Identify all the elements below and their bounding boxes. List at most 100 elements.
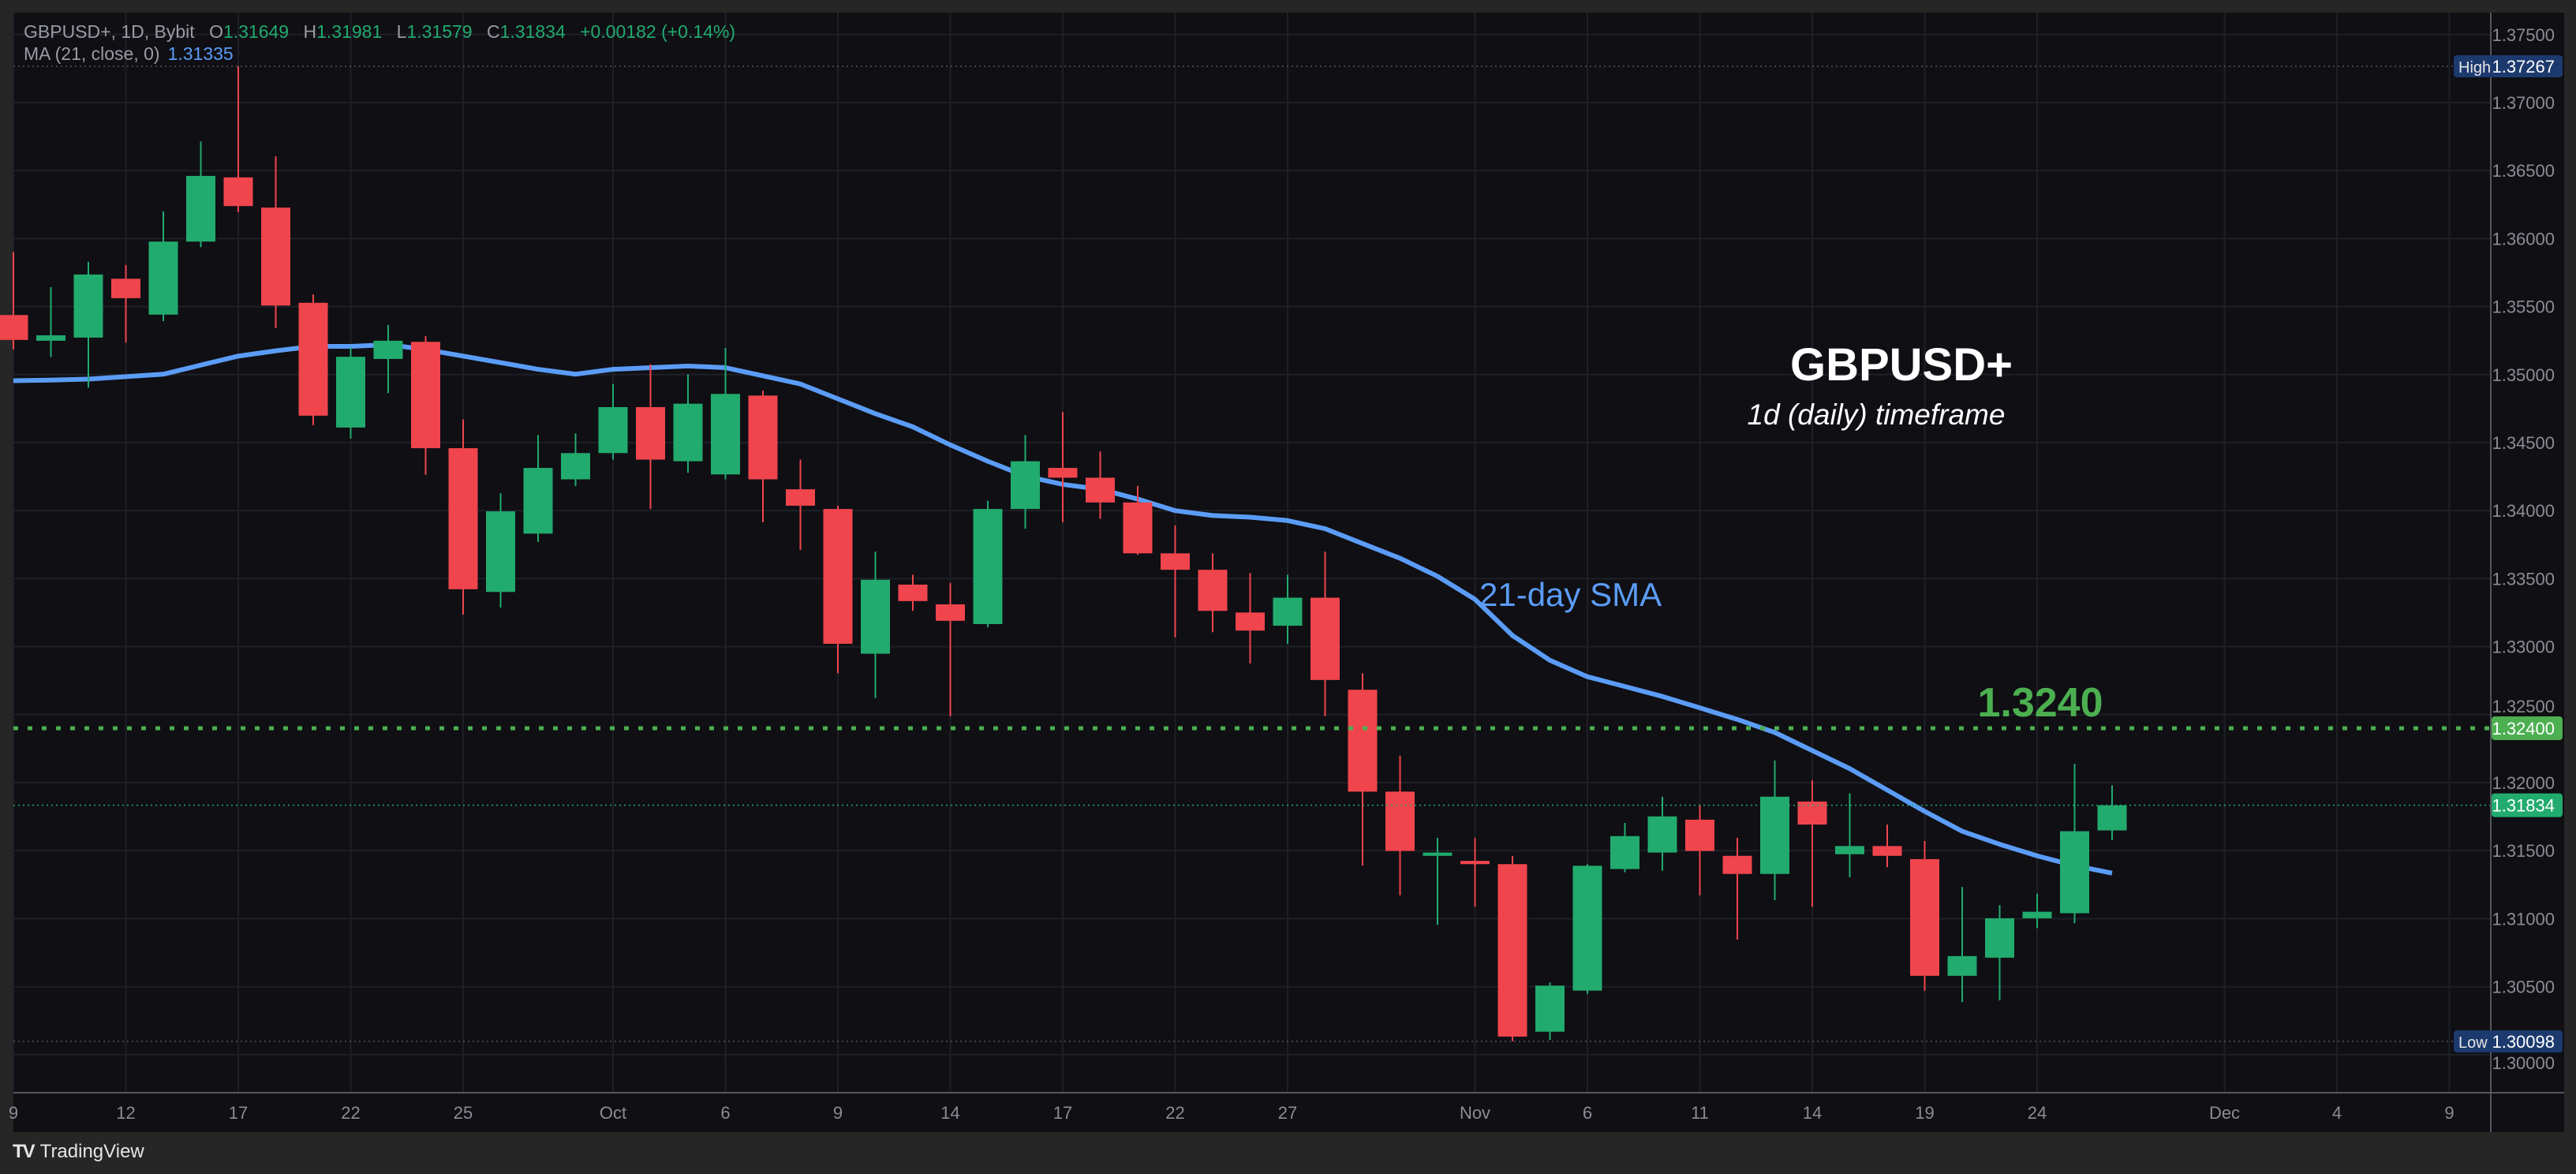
time-tick-label: Oct [600,1103,626,1123]
time-tick-label: 9 [9,1103,18,1123]
time-tick-label: Nov [1460,1103,1490,1123]
price-tick-label: 1.34000 [2492,501,2555,521]
chart-legend: GBPUSD+, 1D, Bybit O1.31649 H1.31981 L1.… [24,21,735,65]
annotation-level-label: 1.3240 [1977,680,2103,726]
price-axis-labels: 1.37500 1.37000 1.36500 1.36000 1.35500 1.350… [2492,25,2555,1073]
candle-up [711,394,740,475]
candle-up [1535,985,1565,1032]
price-tick-label: 1.36000 [2492,229,2555,249]
price-tick-label: 1.33500 [2492,569,2555,589]
candle-up [561,453,590,480]
high-tag-box [2454,54,2563,77]
candle-down [1123,502,1153,554]
candle-up [1011,461,1040,510]
price-tick-label: 1.35000 [2492,365,2555,385]
price-tick-label: 1.30000 [2492,1053,2555,1073]
symbol-label[interactable]: GBPUSD+, 1D, Bybit [24,21,195,42]
time-tick-label: 22 [341,1103,360,1123]
price-tick-label: 1.30500 [2492,978,2555,997]
price-tick-label: 1.37000 [2492,93,2555,113]
candle-down [748,395,778,480]
time-tick-label: 14 [940,1103,959,1123]
candle-down [1685,819,1714,851]
last-price-tag-box [2492,793,2563,817]
symbol-ohlc-row: GBPUSD+, 1D, Bybit O1.31649 H1.31981 L1.… [24,21,736,42]
price-tick-label: 1.36500 [2492,161,2555,181]
level-tag-box [2492,716,2563,741]
candle-up [373,340,403,359]
last-price-tag-value: 1.31834 [2492,796,2555,816]
candle-up [36,335,65,341]
time-tick-label: 25 [454,1103,473,1123]
time-axis-labels: 9 12 17 22 25 Oct 6 9 14 17 22 27 Nov 6 11 14 19 24 Dec 4 9 [9,1103,2454,1123]
price-tick-label: 1.32000 [2492,773,2555,793]
candle-down [1310,597,1340,680]
candle-up [1760,796,1789,874]
candle-down [111,279,140,298]
candle-down [1722,855,1752,874]
candle-up [1835,846,1864,854]
tradingview-brand: TradingView [39,1141,144,1162]
ma-indicator-row[interactable]: MA (21, close, 0) 1.31335 [24,43,735,65]
candle-up [1610,836,1639,869]
tradingview-footer[interactable]: TV TradingView [13,1141,144,1163]
candle-down [1497,864,1527,1037]
candle-down [223,177,253,207]
candle-up [486,511,515,593]
price-tick-label: 1.33000 [2492,637,2555,657]
candle-down [1236,612,1265,631]
candle-down [1872,846,1902,856]
candle-down [936,604,965,621]
open-value: 1.31649 [222,21,290,42]
time-tick-label: 24 [2028,1103,2047,1123]
ma-indicator-value: 1.31335 [167,43,234,64]
time-tick-label: Dec [2209,1103,2240,1123]
candle-up [861,579,890,654]
annotation-subtitle: 1d (daily) timeframe [1748,398,2006,431]
annotation-title: GBPUSD+ [1790,339,2013,391]
low-tag-box [2454,1030,2563,1052]
price-tick-label: 1.32500 [2492,697,2555,716]
price-tick-label: 1.35500 [2492,297,2555,317]
annotation-sma-label: 21-day SMA [1479,576,1662,613]
candle-up [1947,955,1977,976]
candle-down [1910,858,1939,976]
tradingview-logo-icon: TV [13,1141,36,1162]
price-tags: High 1.37267 Low 1.30098 1.32400 1.31834 [2454,54,2563,1052]
candle-up [973,509,1003,624]
candle-down [1048,468,1078,478]
price-levels [13,65,2491,1042]
ma-indicator-label[interactable]: MA (21, close, 0) [24,43,160,64]
close-value: 1.31834 [499,21,566,42]
candle-up [598,407,628,454]
candle-up [2097,805,2127,831]
candle-up [336,357,365,428]
candle-up [1647,816,1677,853]
chart-pane [13,13,2564,1132]
time-tick-label: 22 [1165,1103,1184,1123]
candle-down [1460,861,1490,865]
candle-down [786,489,815,506]
high-tag-value: 1.37267 [2492,57,2555,77]
candle-down [1198,570,1228,611]
candle-up [523,468,553,534]
candle-up [186,175,215,242]
candle-up [2060,831,2089,914]
time-tick-label: 19 [1915,1103,1934,1123]
candle-down [898,584,928,601]
candle-down [1348,690,1378,792]
time-tick-label: 9 [833,1103,843,1123]
candle-up [1423,852,1453,856]
time-tick-label: 9 [2444,1103,2454,1123]
price-tick-label: 1.34500 [2492,433,2555,453]
candle-down [1161,553,1190,570]
candle-down [1385,791,1415,851]
low-tag-value: 1.30098 [2492,1032,2555,1052]
time-tick-label: 6 [720,1103,730,1123]
change-value: +0.00182 (+0.14%) [580,21,736,42]
low-tag-label: Low [2458,1034,2488,1052]
candle-down [261,208,290,306]
high-value: 1.31981 [316,21,383,42]
candle-down [1086,477,1115,503]
